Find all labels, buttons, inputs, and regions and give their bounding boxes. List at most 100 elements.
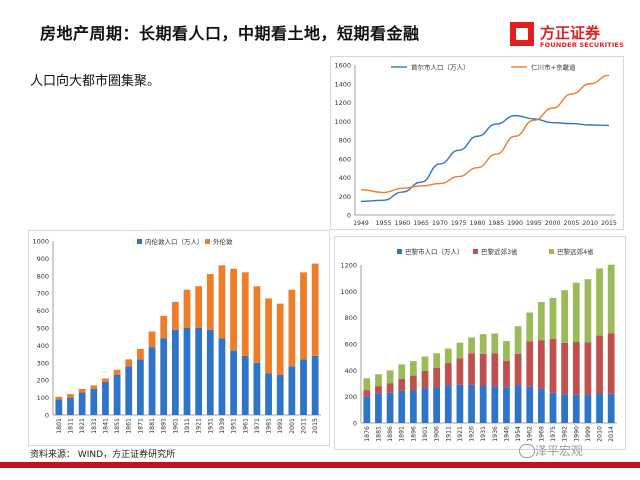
c1-bar-1-14	[218, 265, 226, 339]
c1-bar-1-15	[230, 268, 237, 351]
c2-legend-swatch-1	[473, 249, 478, 254]
c1-ytick-5: 500	[37, 325, 49, 333]
c1-ytick-4: 400	[37, 342, 49, 350]
c1-bar-1-9	[160, 315, 168, 339]
c2-legend-label-1: 巴黎近郊3省	[481, 247, 518, 256]
brand-logo: 方正证券 FOUNDER SECURITIES	[510, 22, 630, 52]
c0-xtick-9: 1995	[526, 220, 542, 227]
c1-bar-1-18	[265, 298, 272, 374]
c2-bar-2-21	[607, 264, 615, 334]
c1-xtick-15: 1951	[231, 418, 238, 434]
c1-bar-1-22	[311, 263, 319, 356]
c2-bar-1-19	[584, 342, 592, 396]
c0-ytick-2: 400	[339, 174, 351, 182]
c1-bar-0-7	[137, 359, 144, 415]
c2-xtick-6: 1906	[434, 426, 441, 442]
c0-xtick-10: 2000	[545, 220, 561, 227]
c2-bar-0-18	[572, 394, 580, 423]
c2-bar-2-7	[444, 348, 452, 364]
c1-bar-1-2	[78, 388, 86, 393]
c1-legend-swatch-0	[137, 239, 142, 244]
c2-bar-0-17	[561, 394, 569, 423]
c1-xtick-16: 1961	[242, 418, 249, 434]
c2-bar-0-10	[479, 385, 487, 423]
c0-legend-label-1: 仁川市+京畿道	[531, 63, 576, 72]
c2-bar-2-8	[456, 342, 464, 359]
c2-bar-0-0	[363, 396, 371, 423]
c2-xtick-2: 1886	[387, 426, 394, 442]
c2-bar-2-19	[584, 279, 592, 343]
c1-ytick-1: 100	[37, 394, 49, 402]
c2-xtick-15: 1968	[538, 426, 545, 442]
c2-bar-0-3	[398, 390, 406, 423]
c2-bar-1-18	[572, 342, 580, 395]
c2-ytick-5: 1000	[340, 288, 357, 296]
c2-bar-0-12	[503, 387, 510, 423]
c2-bar-0-14	[526, 386, 534, 423]
c1-xtick-8: 1881	[149, 418, 156, 434]
c2-bar-1-2	[386, 383, 394, 393]
c2-bar-0-11	[491, 386, 499, 423]
paris-population-chart: 0 200 400 600 800 1000 1200 1876 1881 1886 1891 189…	[340, 247, 617, 442]
c2-xtick-9: 1926	[469, 426, 476, 442]
c0-series-line-0	[360, 114, 610, 203]
c0-ytick-6: 1200	[334, 99, 351, 107]
logo-name-en: FOUNDER SECURITIES	[540, 41, 624, 49]
c2-xtick-3: 1891	[399, 426, 406, 442]
c1-bar-1-5	[113, 369, 121, 375]
c0-xtick-7: 1985	[488, 220, 504, 227]
c1-bar-1-19	[276, 303, 284, 375]
c2-bar-2-5	[421, 356, 429, 371]
c2-bar-1-21	[607, 333, 615, 394]
c1-bar-0-11	[183, 328, 191, 415]
c2-bar-2-13	[514, 326, 522, 354]
c2-bar-1-9	[468, 353, 475, 385]
c1-bar-1-17	[253, 286, 261, 363]
c2-xtick-1: 1881	[375, 426, 382, 442]
c2-xtick-19: 1999	[585, 426, 592, 442]
c2-xtick-18: 1990	[573, 426, 580, 442]
source-note: 资料来源： WIND，方正证券研究所	[30, 450, 176, 460]
c1-xtick-13: 1931	[207, 418, 214, 434]
c2-xtick-20: 2010	[597, 426, 604, 442]
c2-bar-1-7	[444, 363, 452, 386]
c1-bar-0-9	[160, 338, 168, 415]
c1-xtick-22: 2015	[312, 418, 319, 434]
c1-bar-1-1	[67, 394, 74, 398]
c1-bar-0-15	[230, 350, 237, 415]
c0-series-line-1	[360, 74, 610, 194]
c1-ytick-2: 200	[37, 377, 49, 385]
c2-bar-0-6	[433, 387, 441, 423]
c0-ytick-3: 600	[339, 155, 351, 163]
slide-header: 房地产周期：长期看人口，中期看土地，短期看金融 方正证券 FOUNDER SEC…	[0, 0, 640, 56]
c2-xtick-12: 1946	[503, 426, 510, 442]
c1-xtick-18: 1981	[266, 418, 273, 434]
c1-ytick-3: 300	[37, 359, 49, 367]
c1-bar-0-18	[265, 373, 272, 415]
c0-xtick-1: 1955	[376, 220, 392, 227]
c1-xtick-19: 1991	[277, 418, 284, 434]
c1-legend-swatch-1	[205, 239, 210, 244]
c1-bar-0-1	[67, 397, 74, 415]
c1-xtick-10: 1901	[172, 418, 179, 434]
c1-xtick-4: 1841	[102, 418, 109, 434]
c1-bar-0-17	[253, 362, 261, 415]
c1-xtick-6: 1861	[126, 418, 133, 434]
c2-bar-0-21	[607, 393, 615, 423]
c2-bar-1-6	[433, 367, 441, 388]
c2-ytick-4: 800	[345, 314, 357, 322]
c0-xtick-11: 2005	[564, 220, 580, 227]
c2-bar-2-17	[561, 290, 569, 343]
c2-bar-1-5	[421, 370, 429, 389]
c2-bar-2-0	[363, 378, 371, 391]
c2-xtick-8: 1921	[457, 426, 464, 442]
c2-xtick-5: 1901	[422, 426, 429, 442]
c2-bar-0-5	[421, 388, 429, 423]
c1-bar-0-3	[90, 388, 98, 415]
c1-xtick-2: 1821	[79, 418, 86, 434]
c2-bar-0-16	[549, 392, 557, 423]
c1-xtick-12: 1921	[196, 418, 203, 434]
c2-bar-1-13	[514, 353, 522, 386]
c1-xtick-17: 1971	[254, 418, 261, 434]
